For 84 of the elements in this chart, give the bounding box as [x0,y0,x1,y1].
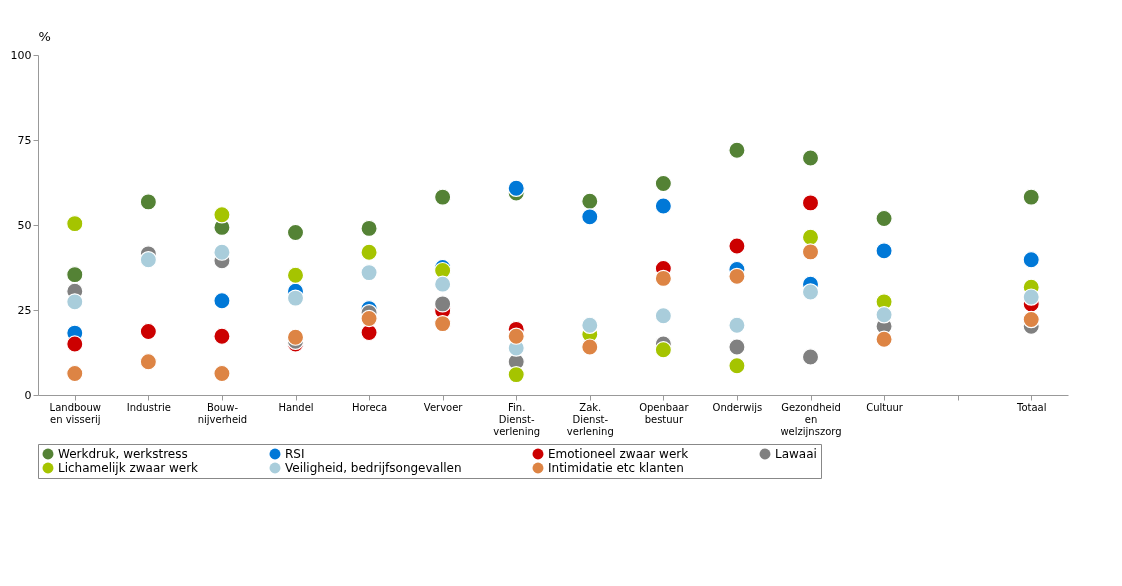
point [875,209,893,228]
y-tick-label: 25 [17,303,32,317]
point [581,316,599,334]
x-tick-label: Cultuur [866,401,904,413]
point [728,357,746,375]
point [654,197,673,215]
point [728,267,746,285]
point [581,208,599,226]
point [801,243,820,261]
x-tick-label: Onderwijs [712,401,763,413]
point [286,223,305,242]
point [654,174,673,193]
point [1022,188,1040,206]
point [801,194,820,212]
point [654,341,673,359]
x-tick-label: Bouw- nijverheid [197,401,248,425]
x-tick-label: Zak. Dienst- verlening [566,401,614,437]
point [581,192,599,210]
point [875,242,893,260]
point [728,141,746,159]
point [507,327,525,345]
point [139,353,158,371]
legend-label: Emotioneel zwaar werk [548,447,689,461]
legend-label: RSI [285,447,305,461]
point [213,206,231,224]
x-tick-label: Gezondheid en welzijnszorg [780,401,842,437]
x-tick-label: Openbaar bestuur [639,401,690,425]
point [66,214,84,233]
legend-label: Intimidatie etc klanten [548,461,684,475]
point [66,364,84,383]
point [728,316,746,334]
y-tick-label: 50 [17,218,32,232]
point [286,328,305,346]
y-tick-label: 100 [10,48,32,62]
point [286,266,305,284]
point [654,307,673,325]
point [1022,310,1040,329]
point [728,237,746,255]
point [1022,251,1040,269]
point [875,306,893,324]
point [360,243,378,261]
point [507,365,525,384]
point [433,295,452,313]
point [801,149,820,167]
y-axis-title: % [38,28,51,44]
point [433,188,452,206]
point [581,338,599,356]
legend-label: Werkdruk, werkstress [58,447,188,461]
point [139,322,158,341]
point [66,293,84,311]
point [801,348,820,366]
x-tick-label: Industrie [126,401,171,413]
point [213,327,231,345]
point [433,275,452,293]
point [139,251,158,269]
x-tick-label: Landbouw en visserij [49,401,101,425]
point [433,314,452,333]
point [875,330,893,348]
point [286,289,305,307]
x-tick-label: Totaal [1015,401,1047,413]
point [728,338,746,356]
y-tick-label: 75 [17,133,32,147]
point [213,292,231,310]
point [213,243,231,261]
point [66,335,84,353]
point [213,364,231,383]
point [654,269,673,288]
point [360,219,378,238]
legend-label: Lawaai [775,447,817,461]
point [66,265,84,284]
point [139,193,158,211]
x-tick-label: Horeca [351,401,388,413]
point [801,283,820,301]
legend-label: Veiligheid, bedrijfsongevallen [285,461,462,475]
point [360,263,378,282]
y-tick-label: 0 [24,388,32,402]
x-tick-label: Fin. Dienst- verlening [493,401,541,437]
point [1022,288,1040,306]
point [360,309,378,328]
x-tick-label: Vervoer [423,401,464,413]
legend-label: Lichamelijk zwaar werk [58,461,199,475]
point [507,179,525,197]
x-tick-label: Handel [278,401,314,413]
point [801,228,820,246]
